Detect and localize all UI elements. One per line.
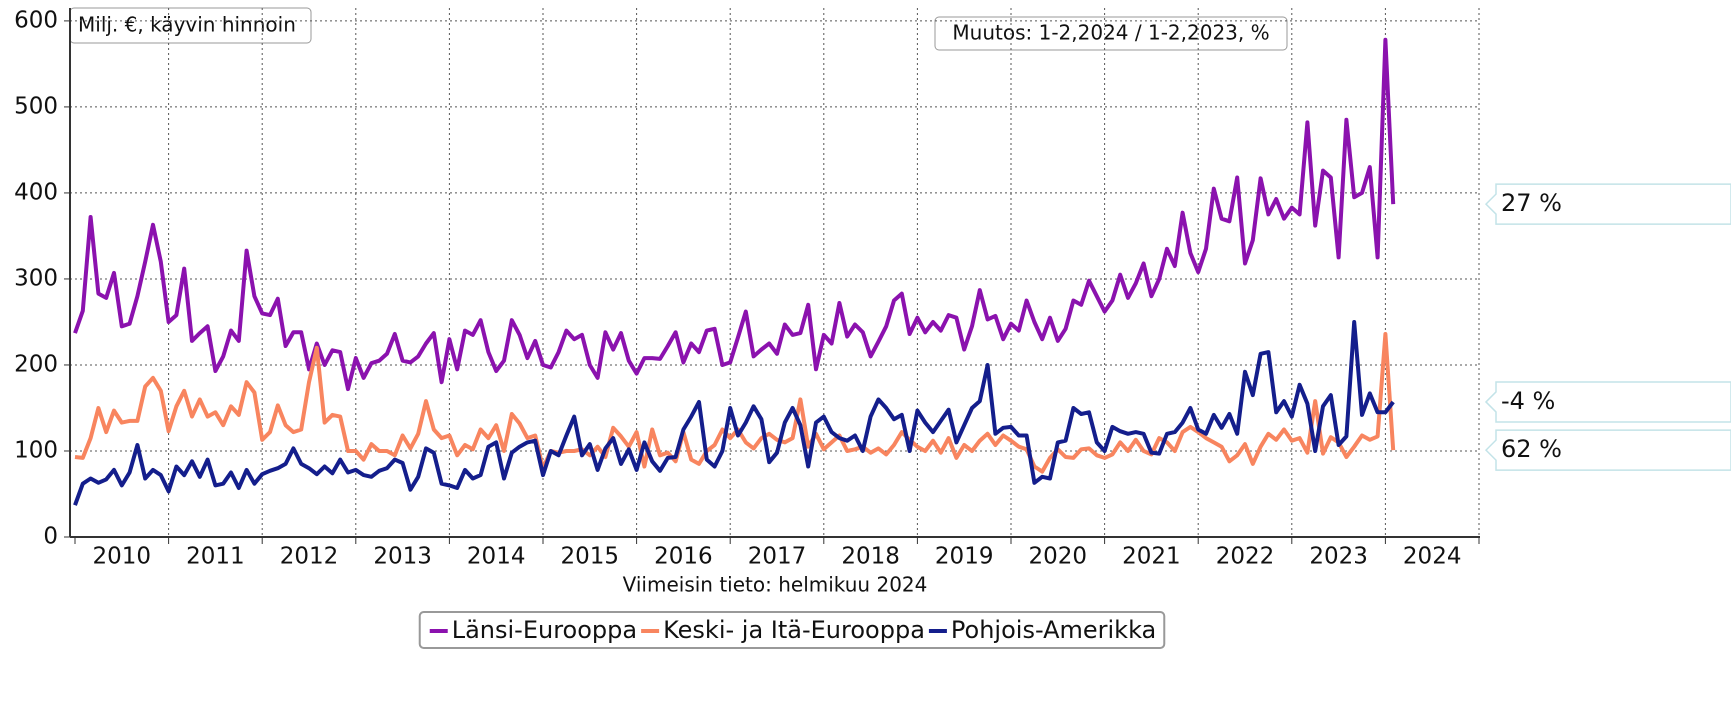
y-tick-label: 200 — [14, 351, 58, 377]
legend-label: Pohjois-Amerikka — [951, 616, 1156, 644]
end-label: 62 % — [1484, 429, 1731, 471]
legend-label: Keski- ja Itä-Eurooppa — [663, 616, 925, 644]
legend: Länsi-Eurooppa Keski- ja Itä-Eurooppa Pohj… — [418, 611, 1166, 649]
x-tick-label: 2019 — [935, 544, 994, 570]
y-tick-label: 500 — [14, 93, 58, 119]
end-label: 27 % — [1484, 183, 1731, 225]
subtitle-box: Muutos: 1-2,2024 / 1-2,2023, % — [934, 16, 1288, 51]
y-tick-label: 300 — [14, 265, 58, 291]
series-line — [73, 320, 1395, 506]
x-tick-label: 2020 — [1029, 544, 1088, 570]
end-label-text: -4 % — [1501, 387, 1555, 415]
y-tick-label: 100 — [14, 437, 58, 463]
title-box: Milj. €, käyvin hinnoin — [69, 7, 312, 44]
x-tick-label: 2024 — [1403, 544, 1462, 570]
end-label-frame — [1484, 429, 1731, 471]
x-tick-label: 2023 — [1309, 544, 1368, 570]
end-label-text: 27 % — [1501, 189, 1562, 217]
x-tick-label: 2013 — [373, 544, 432, 570]
x-tick-label: 2018 — [841, 544, 900, 570]
x-tick-label: 2014 — [467, 544, 526, 570]
end-label-frame — [1484, 381, 1731, 423]
y-tick-label: 600 — [14, 7, 58, 33]
series-line — [74, 332, 1396, 474]
end-label-frame — [1484, 183, 1731, 225]
chart-subtitle: Muutos: 1-2,2024 / 1-2,2023, % — [952, 21, 1269, 45]
subtitle-frame — [934, 16, 1288, 51]
y-tick-label: 0 — [43, 524, 58, 550]
x-tick-label: 2016 — [654, 544, 713, 570]
x-tick-label: 2017 — [748, 544, 807, 570]
x-tick-label: 2011 — [186, 544, 245, 570]
legend-label: Länsi-Eurooppa — [452, 616, 637, 644]
legend-frame — [418, 611, 1166, 649]
x-tick-label: 2012 — [280, 544, 339, 570]
x-axis-label: Viimeisin tieto: helmikuu 2024 — [623, 573, 928, 597]
chart-title: Milj. €, käyvin hinnoin — [78, 13, 296, 37]
x-tick-label: 2022 — [1216, 544, 1275, 570]
x-tick-label: 2021 — [1122, 544, 1181, 570]
end-label: -4 % — [1484, 381, 1731, 423]
end-label-text: 62 % — [1501, 435, 1562, 463]
series-line — [73, 37, 1396, 392]
x-tick-label: 2015 — [561, 544, 620, 570]
y-tick-label: 400 — [14, 179, 58, 205]
x-tick-label: 2010 — [93, 544, 152, 570]
